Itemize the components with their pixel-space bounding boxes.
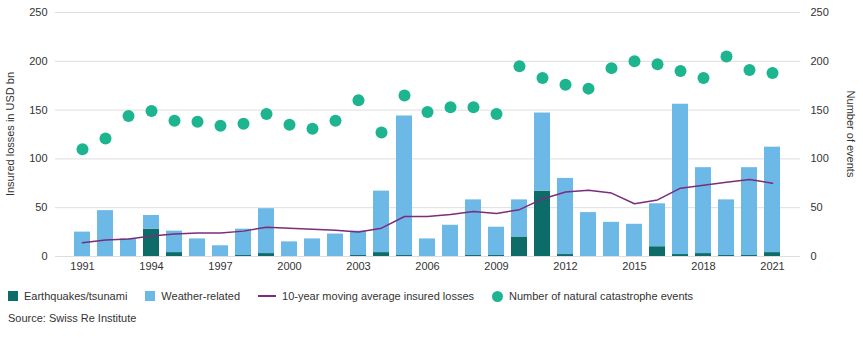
html-text:Earthquakes/tsunami: Earthquakes/tsunami xyxy=(24,290,128,302)
html-text:10-year moving average insured: 10-year moving average insured losses xyxy=(282,290,474,302)
svg-text:150: 150 xyxy=(811,104,829,116)
svg-text:250: 250 xyxy=(811,6,829,18)
svg-text:2009: 2009 xyxy=(484,260,508,272)
svg-text:200: 200 xyxy=(811,55,829,67)
svg-text:100: 100 xyxy=(811,152,829,164)
svg-text:2006: 2006 xyxy=(415,260,439,272)
svg-text:150: 150 xyxy=(29,104,47,116)
html-text:Source: Swiss Re Institute: Source: Swiss Re Institute xyxy=(8,312,137,324)
html-text:Insured losses in USD bn: Insured losses in USD bn xyxy=(4,71,17,197)
svg-text:100: 100 xyxy=(29,152,47,164)
svg-text:2018: 2018 xyxy=(691,260,715,272)
svg-text:2012: 2012 xyxy=(553,260,577,272)
svg-text:50: 50 xyxy=(811,201,823,213)
svg-text:2000: 2000 xyxy=(277,260,301,272)
svg-text:50: 50 xyxy=(35,201,47,213)
html-text:Weather-related: Weather-related xyxy=(161,290,240,302)
svg-text:0: 0 xyxy=(41,250,47,262)
svg-text:1991: 1991 xyxy=(70,260,94,272)
svg-text:200: 200 xyxy=(29,55,47,67)
svg-text:250: 250 xyxy=(29,6,47,18)
svg-text:0: 0 xyxy=(811,250,817,262)
svg-text:2015: 2015 xyxy=(622,260,646,272)
svg-text:1997: 1997 xyxy=(208,260,232,272)
svg-text:2003: 2003 xyxy=(346,260,370,272)
html-text:Number of events: Number of events xyxy=(844,90,857,178)
html-text:Number of natural catastrophe: Number of natural catastrophe events xyxy=(509,290,694,302)
svg-text:2021: 2021 xyxy=(760,260,784,272)
svg-text:1994: 1994 xyxy=(139,260,163,272)
